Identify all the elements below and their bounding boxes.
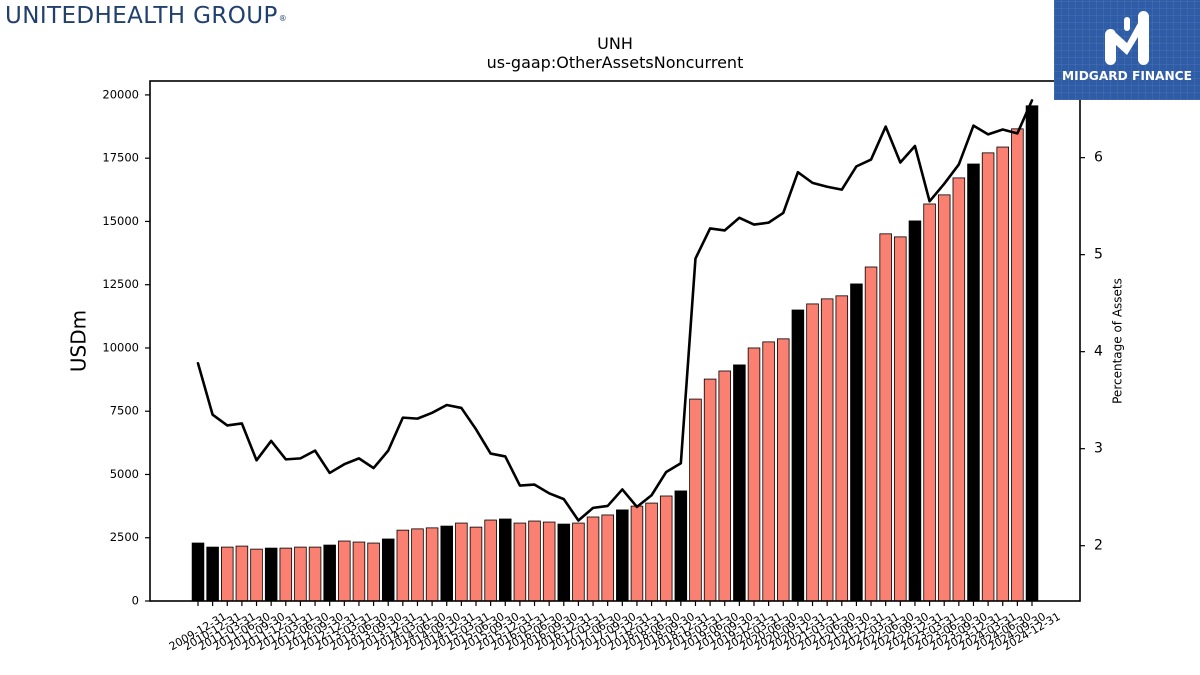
bar-year-end (967, 163, 980, 602)
plot-frame (149, 80, 1081, 602)
y2-axis-label: Percentage of Assets (1111, 278, 1125, 404)
bar-quarter (806, 303, 819, 602)
bar-quarter (411, 528, 424, 602)
y-tick-label: 20000 (102, 87, 139, 101)
bar-quarter (689, 398, 702, 602)
y-tick-label: 10000 (102, 340, 139, 354)
bar-quarter (777, 338, 790, 602)
midgard-finance-wordmark: MIDGARD FINANCE (1062, 69, 1192, 83)
y-axis-left: 0 2500 5000 7500 10000 12500 15000 17500 20000 (102, 87, 150, 608)
y-axis-right: 2 3 4 5 6 (1080, 150, 1103, 554)
unitedhealth-group-wordmark: UNITEDHEALTH GROUP (5, 3, 278, 29)
y-tick-label: 17500 (102, 151, 139, 165)
bar-year-end (1025, 105, 1039, 602)
bar-year-end (908, 220, 922, 602)
bar-quarter (937, 194, 951, 602)
bar-quarter (235, 545, 249, 602)
bar-quarter (221, 546, 234, 602)
bar-year-end (733, 364, 746, 602)
bar-quarter (367, 542, 380, 602)
bar-quarter (250, 548, 263, 602)
bar-quarter (996, 146, 1009, 602)
bar-year-end (616, 509, 629, 602)
y-tick-label: 15000 (102, 214, 139, 228)
bar-quarter (294, 546, 307, 602)
bar-quarter (645, 502, 658, 602)
bar-year-end (264, 547, 278, 602)
bar-quarter (528, 520, 541, 602)
x-axis: 2009-12-312010-12-312011-03-312011-06-30… (167, 601, 1063, 653)
bar-quarter (864, 266, 878, 602)
y2-tick-label: 5 (1094, 247, 1103, 263)
bar-year-end (499, 518, 512, 602)
unitedhealth-group-logo: UNITEDHEALTH GROUP® (5, 5, 287, 28)
chart-title: UNH (597, 34, 633, 53)
percentage-of-assets-line (196, 99, 1034, 522)
bar-quarter (820, 298, 834, 602)
y-tick-label: 12500 (102, 277, 139, 291)
bar-year-end (206, 546, 219, 602)
y-tick-label: 7500 (110, 404, 139, 418)
bar-quarter (469, 526, 483, 602)
bar-year-end (674, 490, 688, 602)
bar-quarter (718, 370, 731, 602)
bar-quarter (894, 236, 907, 602)
midgard-m-icon (1105, 11, 1149, 65)
bar-quarter (308, 546, 322, 602)
bar-quarter (601, 514, 614, 602)
y-tick-label: 2500 (110, 530, 139, 544)
bar-year-end (440, 525, 453, 602)
bar-year-end (791, 309, 805, 602)
bar-quarter (747, 347, 761, 602)
bar-quarter (338, 540, 351, 602)
chart-subtitle: us-gaap:OtherAssetsNoncurrent (487, 53, 744, 72)
bar-quarter (835, 295, 849, 602)
bar-quarter (455, 522, 468, 602)
bars-group (191, 105, 1039, 602)
y2-tick-label: 4 (1094, 344, 1103, 360)
bar-quarter (279, 547, 293, 602)
bar-quarter (425, 527, 439, 602)
bar-quarter (703, 378, 717, 602)
bar-quarter (981, 152, 995, 602)
y-tick-label: 5000 (110, 467, 139, 481)
bar-quarter (630, 505, 644, 602)
bar-quarter (1011, 128, 1024, 602)
bar-year-end (323, 544, 336, 602)
y2-tick-label: 6 (1094, 150, 1103, 166)
bar-quarter (762, 341, 775, 602)
bar-quarter (952, 177, 966, 602)
bar-quarter (572, 522, 585, 602)
bar-quarter (513, 522, 527, 602)
registered-mark: ® (278, 14, 287, 23)
bar-quarter (352, 541, 366, 602)
y-tick-label: 0 (132, 594, 139, 608)
bar-quarter (659, 495, 673, 602)
bar-quarter (396, 529, 410, 602)
bar-quarter (484, 519, 497, 602)
y2-tick-label: 3 (1094, 441, 1103, 457)
bar-year-end (191, 542, 205, 602)
bar-year-end (381, 538, 395, 602)
midgard-finance-logo: MIDGARD FINANCE (1054, 0, 1200, 100)
bar-year-end (557, 523, 571, 602)
bar-quarter (923, 203, 936, 602)
y2-tick-label: 2 (1094, 538, 1103, 554)
bar-quarter (542, 521, 556, 602)
bar-quarter (586, 516, 600, 602)
bar-year-end (850, 283, 863, 602)
bar-quarter (879, 233, 892, 602)
y-axis-label: USDm (67, 310, 91, 372)
